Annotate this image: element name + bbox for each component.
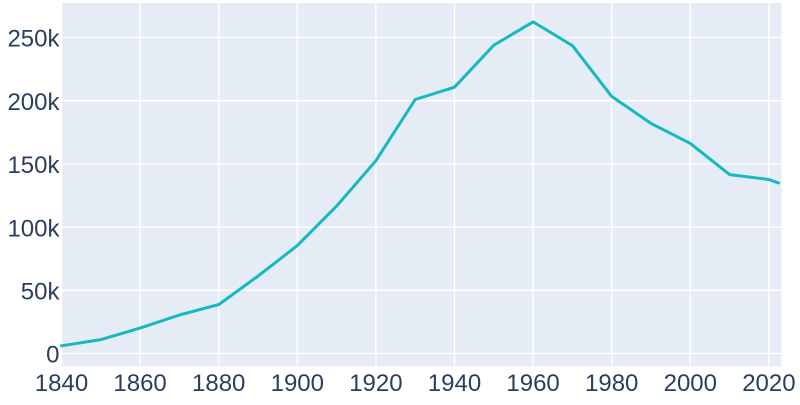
svg-text:1900: 1900 — [271, 370, 324, 397]
svg-text:200k: 200k — [7, 89, 60, 116]
svg-text:1920: 1920 — [349, 370, 402, 397]
svg-text:100k: 100k — [7, 215, 60, 242]
svg-text:1960: 1960 — [506, 370, 559, 397]
svg-text:1980: 1980 — [585, 370, 638, 397]
svg-text:1840: 1840 — [35, 370, 88, 397]
svg-text:1880: 1880 — [192, 370, 245, 397]
svg-text:1860: 1860 — [113, 370, 166, 397]
svg-text:150k: 150k — [7, 152, 60, 179]
svg-text:250k: 250k — [7, 26, 60, 53]
svg-text:0: 0 — [46, 342, 59, 369]
svg-text:50k: 50k — [21, 279, 61, 306]
svg-text:1940: 1940 — [428, 370, 481, 397]
svg-text:2020: 2020 — [742, 370, 795, 397]
svg-text:2000: 2000 — [664, 370, 717, 397]
